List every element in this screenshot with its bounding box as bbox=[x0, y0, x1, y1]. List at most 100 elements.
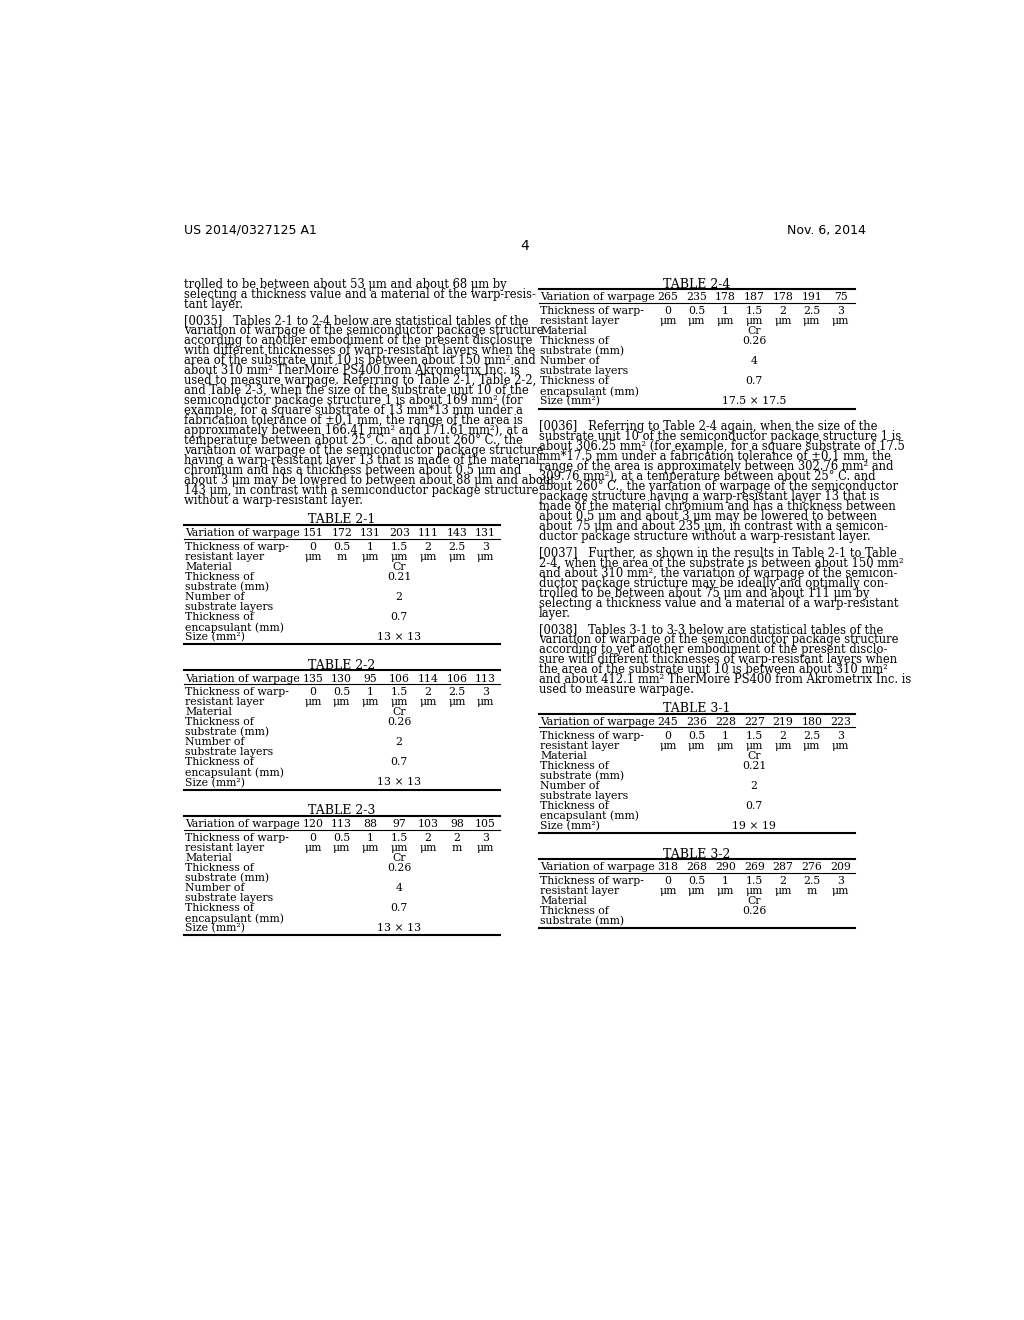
Text: 0.26: 0.26 bbox=[387, 863, 412, 873]
Text: μm: μm bbox=[774, 741, 792, 751]
Text: approximately between 166.41 mm² and 171.61 mm²), at a: approximately between 166.41 mm² and 171… bbox=[183, 424, 528, 437]
Text: Material: Material bbox=[541, 751, 587, 760]
Text: μm: μm bbox=[333, 843, 350, 853]
Text: layer.: layer. bbox=[539, 607, 570, 619]
Text: 2: 2 bbox=[779, 876, 786, 886]
Text: μm: μm bbox=[304, 552, 322, 562]
Text: μm: μm bbox=[774, 317, 792, 326]
Text: Thickness of warp-: Thickness of warp- bbox=[541, 876, 644, 886]
Text: μm: μm bbox=[361, 843, 379, 853]
Text: Size (mm²): Size (mm²) bbox=[185, 777, 246, 788]
Text: TABLE 3-2: TABLE 3-2 bbox=[664, 847, 730, 861]
Text: 4: 4 bbox=[751, 356, 758, 366]
Text: fabrication tolerance of ±0.1 mm, the range of the area is: fabrication tolerance of ±0.1 mm, the ra… bbox=[183, 414, 522, 428]
Text: encapsulant (mm): encapsulant (mm) bbox=[541, 810, 639, 821]
Text: according to another embodiment of the present disclosure: according to another embodiment of the p… bbox=[183, 334, 532, 347]
Text: trolled to be between about 75 μm and about 111 μm by: trolled to be between about 75 μm and ab… bbox=[539, 586, 869, 599]
Text: Variation of warpage: Variation of warpage bbox=[541, 862, 655, 873]
Text: chromium and has a thickness between about 0.5 μm and: chromium and has a thickness between abo… bbox=[183, 465, 521, 477]
Text: Thickness of warp-: Thickness of warp- bbox=[185, 833, 289, 843]
Text: TABLE 3-1: TABLE 3-1 bbox=[664, 702, 730, 715]
Text: 203: 203 bbox=[389, 528, 410, 539]
Text: μm: μm bbox=[449, 697, 466, 708]
Text: 13 × 13: 13 × 13 bbox=[377, 777, 421, 788]
Text: Number of: Number of bbox=[541, 780, 600, 791]
Text: Size (mm²): Size (mm²) bbox=[185, 632, 246, 643]
Text: Cr: Cr bbox=[392, 853, 406, 863]
Text: about 75 μm and about 235 μm, in contrast with a semicon-: about 75 μm and about 235 μm, in contras… bbox=[539, 520, 888, 533]
Text: 135: 135 bbox=[302, 673, 324, 684]
Text: 111: 111 bbox=[418, 528, 438, 539]
Text: μm: μm bbox=[745, 741, 763, 751]
Text: temperature between about 25° C. and about 260° C., the: temperature between about 25° C. and abo… bbox=[183, 434, 522, 447]
Text: 0.26: 0.26 bbox=[387, 718, 412, 727]
Text: US 2014/0327125 A1: US 2014/0327125 A1 bbox=[183, 224, 316, 236]
Text: Variation of warpage: Variation of warpage bbox=[541, 293, 655, 302]
Text: 3: 3 bbox=[482, 688, 489, 697]
Text: μm: μm bbox=[420, 843, 436, 853]
Text: 0.7: 0.7 bbox=[390, 612, 408, 622]
Text: and about 310 mm², the variation of warpage of the semicon-: and about 310 mm², the variation of warp… bbox=[539, 566, 897, 579]
Text: variation of warpage of the semiconductor package structure: variation of warpage of the semiconducto… bbox=[539, 632, 898, 645]
Text: 143: 143 bbox=[446, 528, 467, 539]
Text: 187: 187 bbox=[743, 293, 765, 302]
Text: 88: 88 bbox=[364, 818, 378, 829]
Text: substrate layers: substrate layers bbox=[541, 367, 629, 376]
Text: TABLE 2-4: TABLE 2-4 bbox=[664, 277, 730, 290]
Text: Thickness of warp-: Thickness of warp- bbox=[185, 543, 289, 552]
Text: 3: 3 bbox=[837, 730, 844, 741]
Text: 2.5: 2.5 bbox=[449, 688, 466, 697]
Text: about 0.5 μm and about 3 μm may be lowered to between: about 0.5 μm and about 3 μm may be lower… bbox=[539, 511, 877, 523]
Text: 2.5: 2.5 bbox=[449, 543, 466, 552]
Text: substrate (mm): substrate (mm) bbox=[541, 771, 625, 781]
Text: range of the area is approximately between 302.76 mm² and: range of the area is approximately betwe… bbox=[539, 461, 893, 474]
Text: substrate layers: substrate layers bbox=[185, 747, 273, 758]
Text: Number of: Number of bbox=[541, 356, 600, 366]
Text: the area of the substrate unit 10 is between about 310 mm²: the area of the substrate unit 10 is bet… bbox=[539, 663, 888, 676]
Text: about 3 μm may be lowered to between about 88 μm and about: about 3 μm may be lowered to between abo… bbox=[183, 474, 555, 487]
Text: 95: 95 bbox=[364, 673, 377, 684]
Text: 2: 2 bbox=[454, 833, 461, 843]
Text: 1: 1 bbox=[722, 730, 729, 741]
Text: Cr: Cr bbox=[748, 326, 761, 337]
Text: μm: μm bbox=[477, 697, 495, 708]
Text: and Table 2-3, when the size of the substrate unit 10 of the: and Table 2-3, when the size of the subs… bbox=[183, 384, 528, 397]
Text: Variation of warpage: Variation of warpage bbox=[185, 818, 300, 829]
Text: with different thicknesses of warp-resistant layers when the: with different thicknesses of warp-resis… bbox=[183, 345, 536, 356]
Text: 0.26: 0.26 bbox=[742, 906, 766, 916]
Text: 2: 2 bbox=[425, 833, 431, 843]
Text: 120: 120 bbox=[302, 818, 324, 829]
Text: 236: 236 bbox=[686, 717, 708, 726]
Text: μm: μm bbox=[717, 317, 734, 326]
Text: μm: μm bbox=[745, 317, 763, 326]
Text: TABLE 2-1: TABLE 2-1 bbox=[308, 513, 376, 527]
Text: m: m bbox=[452, 843, 462, 853]
Text: 309.76 mm²), at a temperature between about 25° C. and: 309.76 mm²), at a temperature between ab… bbox=[539, 470, 876, 483]
Text: 1: 1 bbox=[367, 688, 374, 697]
Text: Thickness of warp-: Thickness of warp- bbox=[541, 730, 644, 741]
Text: 98: 98 bbox=[450, 818, 464, 829]
Text: 4: 4 bbox=[396, 883, 402, 892]
Text: μm: μm bbox=[688, 317, 706, 326]
Text: 0.5: 0.5 bbox=[688, 306, 706, 317]
Text: Thickness of warp-: Thickness of warp- bbox=[541, 306, 644, 317]
Text: μm: μm bbox=[477, 552, 495, 562]
Text: Thickness of: Thickness of bbox=[541, 760, 609, 771]
Text: 0.7: 0.7 bbox=[745, 800, 763, 810]
Text: μm: μm bbox=[361, 697, 379, 708]
Text: area of the substrate unit 10 is between about 150 mm² and: area of the substrate unit 10 is between… bbox=[183, 354, 536, 367]
Text: 2: 2 bbox=[395, 738, 402, 747]
Text: 151: 151 bbox=[302, 528, 324, 539]
Text: μm: μm bbox=[831, 317, 849, 326]
Text: Variation of warpage: Variation of warpage bbox=[185, 528, 300, 539]
Text: Nov. 6, 2014: Nov. 6, 2014 bbox=[786, 224, 866, 236]
Text: used to measure warpage. Referring to Table 2-1, Table 2-2,: used to measure warpage. Referring to Ta… bbox=[183, 374, 536, 387]
Text: μm: μm bbox=[449, 552, 466, 562]
Text: Thickness of: Thickness of bbox=[185, 572, 254, 582]
Text: 113: 113 bbox=[331, 818, 352, 829]
Text: resistant layer: resistant layer bbox=[541, 317, 620, 326]
Text: 1: 1 bbox=[722, 876, 729, 886]
Text: [0038]   Tables 3-1 to 3-3 below are statistical tables of the: [0038] Tables 3-1 to 3-3 below are stati… bbox=[539, 623, 883, 636]
Text: Thickness of warp-: Thickness of warp- bbox=[185, 688, 289, 697]
Text: selecting a thickness value and a material of a warp-resistant: selecting a thickness value and a materi… bbox=[539, 597, 898, 610]
